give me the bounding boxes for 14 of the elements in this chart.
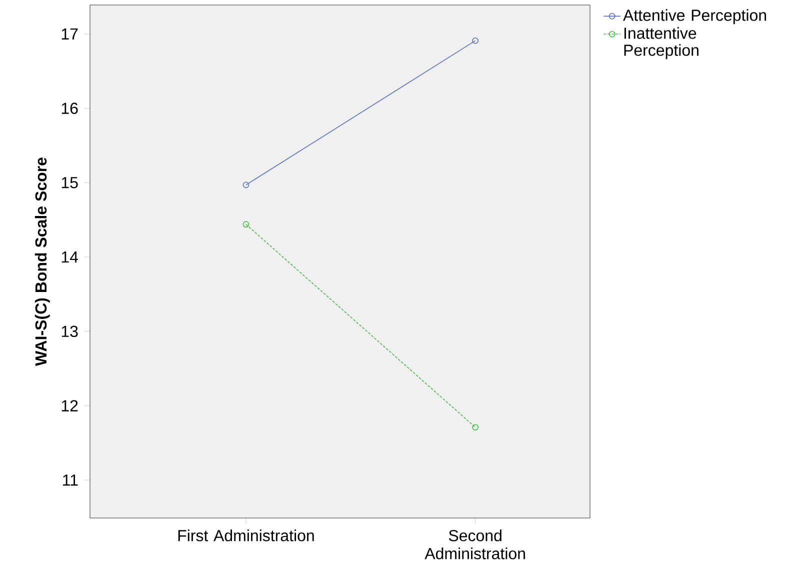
point (472, 424, 479, 430)
x-tick-label: First Administration (178, 530, 314, 542)
y-tick-label: 12 (62, 400, 78, 412)
y-axis-title: WAI-S(C) Bond Scale Score (34, 158, 50, 366)
point (242, 221, 250, 228)
legend-label: Inattentive Perception (624, 27, 698, 60)
x-tick-label: Second Administration (424, 530, 525, 560)
y-tick-label: 16 (62, 102, 78, 114)
y-tick-label: 15 (62, 177, 78, 188)
y-tick-label: 17 (62, 28, 78, 40)
y-tick-label: 14 (62, 252, 78, 263)
y-tick-label: 11 (63, 474, 78, 486)
y-tick-label: 13 (62, 326, 78, 338)
legend-label: Attentive Perception (623, 9, 766, 24)
